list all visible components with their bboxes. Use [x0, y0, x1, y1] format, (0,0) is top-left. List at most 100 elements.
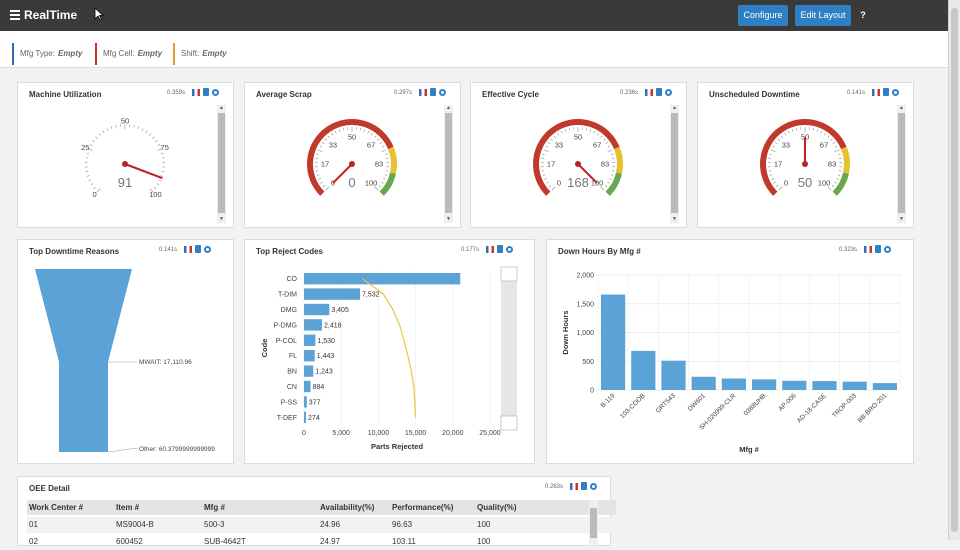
y-tick-label: 1,500: [576, 301, 594, 308]
data-label: 1,530: [317, 338, 335, 345]
gear-icon[interactable]: [590, 483, 597, 490]
gauge-tick: [142, 128, 143, 130]
configure-button[interactable]: Configure: [738, 5, 788, 26]
filter-shift[interactable]: Shift:Empty: [173, 43, 227, 65]
bar[interactable]: [304, 412, 306, 423]
gauge-tick: [548, 142, 550, 143]
column-header[interactable]: Mfg #: [204, 503, 225, 512]
bar[interactable]: [631, 351, 655, 390]
filter-mfg-cell[interactable]: Mfg Cell:Empty: [95, 43, 162, 65]
gauge-band-yellow: [844, 148, 847, 173]
x-axis-label: Parts Rejected: [371, 442, 424, 451]
gauge-tick-label: 67: [593, 140, 601, 149]
chart-scroll-strip[interactable]: [501, 267, 517, 430]
gauge-tick: [154, 187, 156, 189]
broken-image-icon: [501, 267, 517, 281]
gauge-tick: [597, 133, 598, 135]
gauge-tick: [383, 178, 385, 179]
gauge-tick: [788, 131, 789, 133]
data-label: 377: [309, 399, 321, 406]
bar[interactable]: [692, 377, 716, 390]
gauge-tick: [770, 175, 772, 176]
bar[interactable]: [304, 350, 315, 361]
column-header[interactable]: Item #: [116, 503, 139, 512]
hamburger-menu-icon[interactable]: [10, 10, 20, 20]
funnel-mwait-segment[interactable]: [35, 269, 132, 452]
cell: 600452: [116, 537, 143, 546]
gauge-tick-label: 50: [348, 133, 356, 142]
gauge-tick: [161, 176, 163, 177]
x-tick-label: 0388UHB: [743, 392, 768, 417]
gauge-tick: [773, 182, 775, 183]
filter-mfg-type[interactable]: Mfg Type:Empty: [12, 43, 82, 65]
bar[interactable]: [782, 381, 806, 390]
gauge-tick: [87, 176, 89, 177]
gauge-tick: [586, 128, 587, 130]
gauge-tick: [838, 154, 840, 155]
gauge-value: 50: [798, 175, 812, 190]
top-bar: RealTime Configure Edit Layout ?: [0, 0, 948, 31]
gauge-value: 168: [567, 175, 589, 190]
gauge-tick: [320, 182, 322, 183]
bar[interactable]: [873, 383, 897, 390]
bar[interactable]: [722, 379, 746, 391]
export-icon[interactable]: [581, 482, 587, 490]
bar[interactable]: [304, 381, 311, 392]
gauge-tick: [360, 128, 361, 130]
column-header[interactable]: Performance(%): [392, 503, 453, 512]
data-label: 1,443: [317, 353, 335, 360]
bar[interactable]: [304, 319, 322, 330]
x-tick-label: DW601: [687, 392, 708, 413]
filter-label: Mfg Cell:: [103, 49, 135, 58]
bar[interactable]: [812, 381, 836, 390]
bar[interactable]: [304, 304, 329, 315]
gauge-tick-label: 33: [782, 140, 790, 149]
bar[interactable]: [752, 379, 776, 390]
gauge-tick: [569, 128, 570, 130]
bar[interactable]: [843, 382, 867, 390]
gauge-band-yellow: [391, 148, 394, 173]
gauge-tick: [155, 140, 157, 141]
column-header[interactable]: Availability(%): [320, 503, 374, 512]
bar[interactable]: [304, 273, 460, 284]
gauge-tick: [134, 125, 135, 127]
page-scrollbar-thumb[interactable]: [951, 8, 958, 532]
column-header[interactable]: Quality(%): [477, 503, 517, 512]
data-label: 3,405: [331, 307, 349, 314]
help-icon[interactable]: ?: [858, 10, 868, 20]
gauge-tick: [607, 182, 609, 183]
x-tick-label: BB-BRO-201: [857, 392, 889, 424]
panel-oee-detail: OEE Detail 0.263s Work Center # Item # M…: [17, 476, 611, 546]
page-scrollbar[interactable]: [948, 0, 960, 540]
x-tick-label: B-119: [600, 392, 617, 409]
bar[interactable]: [304, 335, 315, 346]
table-row[interactable]: 01 MS9004-B 500-3 24.96 96.63 100: [27, 517, 616, 533]
funnel-chart: MWAIT: 17,110.96 Other: 60.3799999999999: [18, 240, 235, 465]
gauge-tick: [796, 128, 797, 130]
flag-icon[interactable]: [570, 483, 578, 490]
gauge-tick: [116, 125, 117, 127]
edit-layout-button[interactable]: Edit Layout: [795, 5, 851, 26]
y-tick-label: 2,000: [576, 273, 594, 280]
bar[interactable]: [601, 295, 625, 390]
gauge-tick: [331, 133, 332, 135]
scrollbar-thumb[interactable]: [590, 508, 597, 538]
table-row[interactable]: 02 600452 SUB-4642T 24.97 103.11 100: [27, 534, 616, 550]
bar[interactable]: [304, 396, 307, 407]
gauge-tick-label: 83: [828, 160, 836, 169]
column-header[interactable]: Work Center #: [29, 503, 83, 512]
gauge-tick: [606, 142, 608, 143]
gauge-tick: [153, 137, 155, 139]
gauge-tick: [835, 146, 837, 147]
bar[interactable]: [304, 365, 313, 376]
bar[interactable]: [661, 361, 685, 390]
gauge-tick: [385, 154, 387, 155]
bar[interactable]: [304, 288, 360, 299]
gauge-tick: [111, 126, 112, 128]
cell: 103.11: [392, 537, 416, 546]
gauge-tick: [546, 182, 548, 183]
